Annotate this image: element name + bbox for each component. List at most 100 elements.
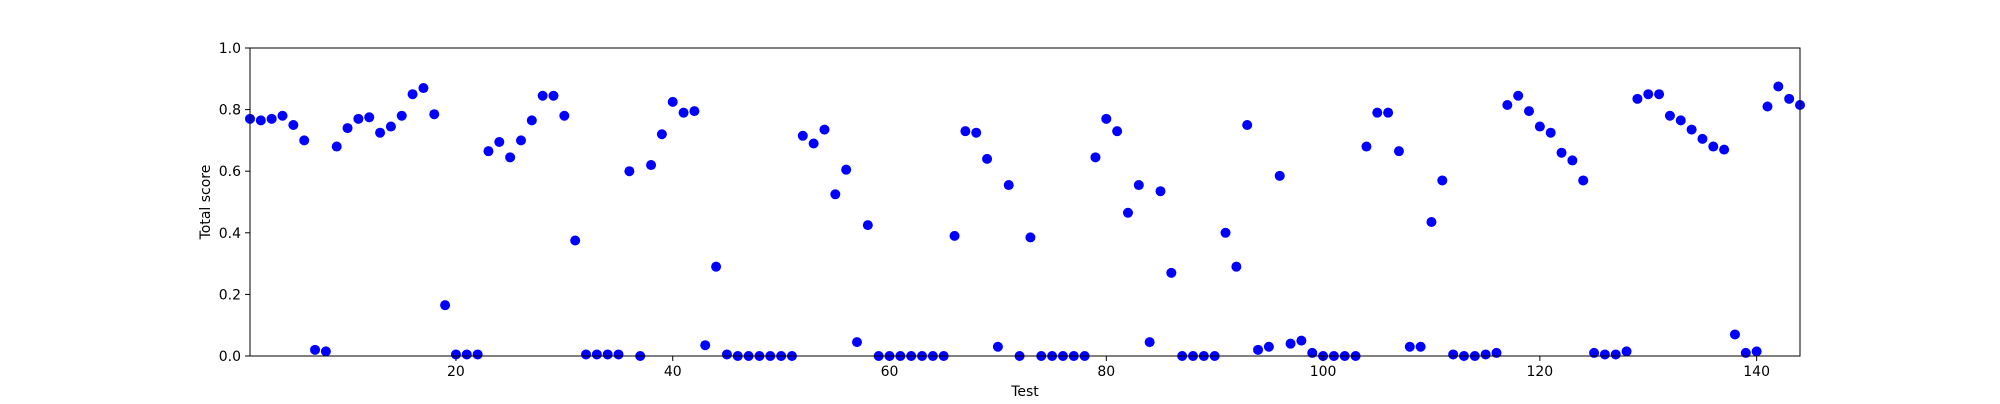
data-point — [602, 349, 613, 360]
data-point — [1003, 180, 1014, 191]
data-point — [1643, 89, 1654, 100]
x-tick-label: 40 — [664, 364, 682, 380]
data-point — [678, 107, 689, 118]
data-point — [1513, 90, 1524, 101]
data-point — [1686, 124, 1697, 135]
data-point — [624, 166, 635, 177]
data-point — [1307, 347, 1318, 358]
y-axis-ticks: 0.0 0.2 0.4 0.6 0.8 1.0 — [219, 41, 250, 365]
data-point — [1589, 347, 1600, 358]
data-point — [1025, 232, 1036, 243]
plot-background — [250, 48, 1800, 356]
data-point — [494, 136, 505, 147]
data-point — [320, 346, 331, 357]
data-point — [862, 220, 873, 231]
data-point — [1285, 338, 1296, 349]
y-tick-label: 0.6 — [219, 164, 241, 180]
data-point — [1437, 175, 1448, 186]
data-point — [1231, 261, 1242, 272]
data-point — [342, 123, 353, 134]
plot-frame — [249, 47, 1801, 357]
x-axis-ticks: 20 40 60 80 100 120 140 — [447, 356, 1770, 380]
data-point — [971, 127, 982, 138]
data-point — [440, 300, 451, 311]
data-point — [1112, 126, 1123, 137]
data-point — [385, 121, 396, 132]
data-point — [299, 135, 310, 146]
data-point — [808, 138, 819, 149]
data-point — [505, 152, 516, 163]
data-point — [1675, 115, 1686, 126]
data-point — [1762, 101, 1773, 112]
data-point — [1784, 93, 1795, 104]
data-point — [819, 124, 830, 135]
y-tick-label: 0.4 — [219, 226, 241, 242]
data-point — [1578, 175, 1589, 186]
data-point — [526, 115, 537, 126]
x-tick-label: 120 — [1526, 364, 1553, 380]
data-point — [1253, 344, 1264, 355]
x-tick-label: 100 — [1310, 364, 1337, 380]
data-point — [1242, 120, 1253, 130]
y-tick-label: 0.0 — [219, 349, 241, 365]
data-point — [1090, 152, 1101, 163]
data-point — [830, 189, 841, 200]
data-point — [515, 135, 526, 146]
data-point — [255, 115, 266, 126]
data-point — [1393, 146, 1404, 157]
data-point — [721, 349, 732, 360]
data-point — [288, 120, 299, 130]
y-tick-label: 0.8 — [219, 103, 241, 119]
data-point — [667, 96, 678, 107]
data-point — [331, 141, 342, 152]
data-point — [1426, 217, 1437, 228]
data-point — [570, 235, 581, 246]
data-point — [364, 112, 375, 123]
data-point — [656, 129, 667, 140]
data-point — [1491, 347, 1502, 358]
x-tick-label: 60 — [881, 364, 899, 380]
data-point — [1524, 106, 1535, 117]
data-point — [450, 349, 461, 360]
data-point — [1708, 141, 1719, 152]
data-point — [1729, 329, 1740, 340]
data-point — [581, 349, 592, 360]
data-point — [1654, 89, 1665, 100]
data-point — [949, 230, 960, 241]
y-tick-label: 0.2 — [219, 287, 241, 303]
data-point — [1133, 180, 1144, 191]
data-point — [310, 344, 321, 355]
data-point — [700, 340, 711, 351]
data-point — [1502, 99, 1513, 110]
data-point — [591, 349, 602, 360]
data-point — [1166, 267, 1177, 278]
data-point — [992, 341, 1003, 352]
x-tick-label: 80 — [1097, 364, 1115, 380]
data-point — [1480, 349, 1491, 360]
data-point — [1719, 144, 1730, 155]
data-point — [1751, 346, 1762, 357]
x-tick-label: 140 — [1743, 364, 1770, 380]
data-point — [1632, 93, 1643, 104]
data-point — [1404, 341, 1415, 352]
data-point — [1534, 121, 1545, 132]
data-point — [1599, 349, 1610, 360]
data-point — [1274, 170, 1285, 181]
data-point — [1155, 186, 1166, 197]
data-point — [1220, 227, 1231, 238]
data-point — [266, 113, 277, 124]
data-point — [1372, 107, 1383, 118]
data-point — [1556, 147, 1567, 158]
data-point — [1101, 113, 1112, 124]
y-tick-label: 1.0 — [219, 41, 241, 57]
data-point — [418, 83, 429, 94]
data-point — [375, 127, 386, 138]
data-point — [1296, 335, 1307, 346]
data-point — [396, 110, 407, 121]
data-point — [559, 110, 570, 121]
data-point — [1697, 133, 1708, 144]
data-point — [711, 261, 722, 272]
data-point — [1545, 127, 1556, 138]
data-point — [1610, 349, 1621, 360]
